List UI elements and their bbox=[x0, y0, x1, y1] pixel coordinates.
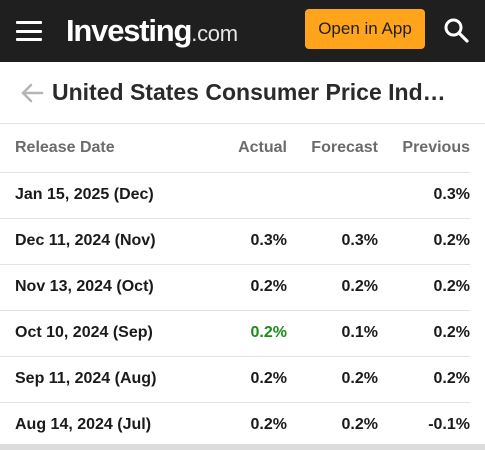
table-row: Aug 14, 2024 (Jul) 0.2% 0.2% -0.1% bbox=[0, 402, 470, 448]
actual-cell: 0.2% bbox=[215, 356, 287, 403]
forecast-cell: 0.1% bbox=[287, 310, 378, 357]
back-arrow-icon[interactable] bbox=[20, 81, 44, 105]
actual-cell: 0.3% bbox=[215, 218, 287, 265]
release-date-cell: Aug 14, 2024 (Jul) bbox=[15, 416, 152, 434]
previous-cell: 0.2% bbox=[378, 218, 470, 265]
actual-cell: 0.2% bbox=[250, 416, 287, 434]
forecast-cell: 0.2% bbox=[341, 416, 378, 434]
forecast-cell bbox=[287, 172, 378, 219]
forecast-cell: 0.3% bbox=[287, 218, 378, 265]
column-header-previous: Previous bbox=[378, 124, 470, 173]
previous-cell: 0.3% bbox=[378, 172, 470, 219]
logo-suffix: .com bbox=[191, 21, 238, 46]
column-header-release-date: Release Date bbox=[0, 124, 215, 173]
table-row: Sep 11, 2024 (Aug) 0.2% 0.2% 0.2% bbox=[0, 356, 470, 403]
table-row: Jan 15, 2025 (Dec) 0.3% bbox=[0, 172, 470, 219]
open-in-app-button[interactable]: Open in App bbox=[305, 9, 425, 49]
actual-cell: 0.2% bbox=[215, 264, 287, 311]
forecast-cell: 0.2% bbox=[287, 264, 378, 311]
previous-cell: 0.2% bbox=[378, 264, 470, 311]
release-history-table: Release Date Actual Forecast Previous Ja… bbox=[0, 124, 470, 448]
release-date-cell: Jan 15, 2025 (Dec) bbox=[0, 172, 215, 219]
release-date-cell: Dec 11, 2024 (Nov) bbox=[0, 218, 215, 265]
page-header: United States Consumer Price Ind… bbox=[0, 62, 485, 124]
table-row: Dec 11, 2024 (Nov) 0.3% 0.3% 0.2% bbox=[0, 218, 470, 265]
actual-cell bbox=[215, 172, 287, 219]
column-header-actual: Actual bbox=[215, 124, 287, 173]
table-row: Oct 10, 2024 (Sep) 0.2% 0.1% 0.2% bbox=[0, 310, 470, 357]
bottom-divider bbox=[0, 444, 485, 450]
release-date-cell: Sep 11, 2024 (Aug) bbox=[0, 356, 215, 403]
search-icon[interactable] bbox=[442, 16, 470, 44]
hamburger-menu-icon[interactable] bbox=[16, 21, 42, 41]
table-header-row: Release Date Actual Forecast Previous bbox=[0, 124, 470, 173]
column-header-forecast: Forecast bbox=[287, 124, 378, 173]
top-navigation-bar: Investing .com Open in App bbox=[0, 0, 485, 62]
previous-cell: -0.1% bbox=[428, 416, 470, 434]
logo-wordmark: Investing bbox=[66, 13, 192, 48]
previous-cell: 0.2% bbox=[378, 356, 470, 403]
table-row: Nov 13, 2024 (Oct) 0.2% 0.2% 0.2% bbox=[0, 264, 470, 311]
release-date-cell: Oct 10, 2024 (Sep) bbox=[0, 310, 215, 357]
page-title: United States Consumer Price Ind… bbox=[52, 79, 446, 105]
previous-cell: 0.2% bbox=[378, 310, 470, 357]
release-date-cell: Nov 13, 2024 (Oct) bbox=[0, 264, 215, 311]
investing-logo[interactable]: Investing .com bbox=[66, 13, 238, 49]
forecast-cell: 0.2% bbox=[287, 356, 378, 403]
actual-cell-beat-forecast: 0.2% bbox=[215, 310, 287, 357]
